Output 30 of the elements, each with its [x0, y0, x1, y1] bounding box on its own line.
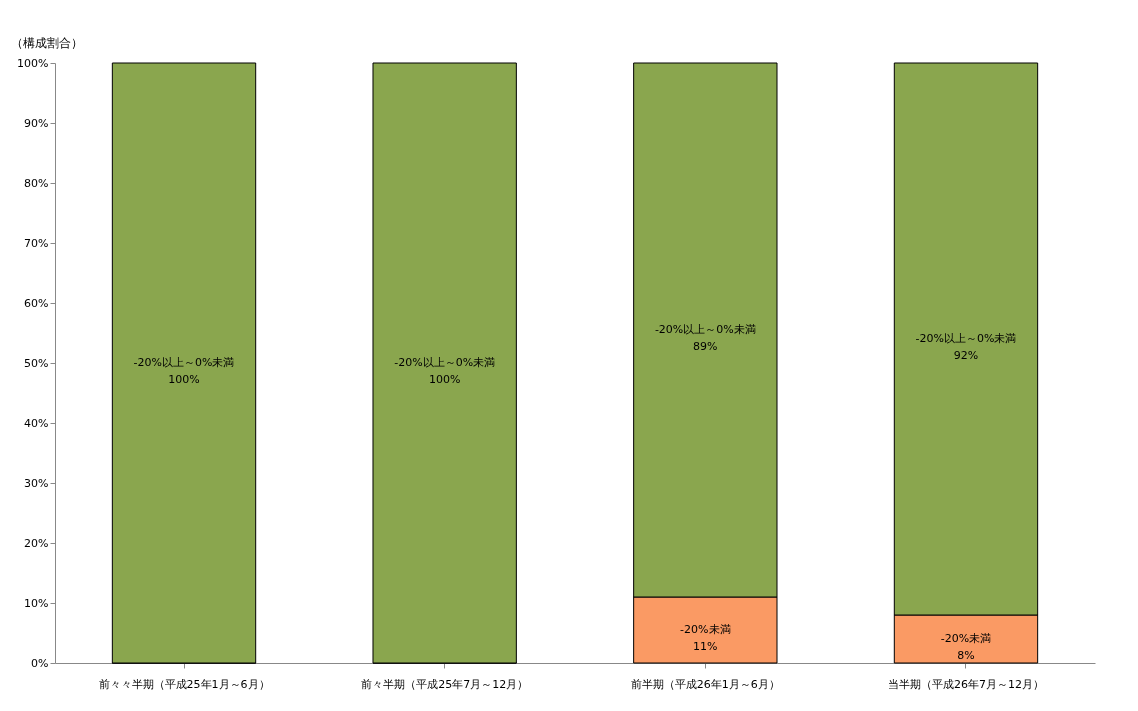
- bar: [372, 62, 517, 664]
- data-label: 11%: [693, 640, 718, 653]
- bar: [111, 62, 257, 664]
- data-label: 92%: [953, 349, 979, 362]
- x-tick-label: 前々々半期（平成25年1月～6月）: [98, 677, 270, 691]
- y-tick-label: 80%: [24, 176, 49, 190]
- text: -20%以上～0%未満: [915, 332, 1017, 345]
- data-label: 89%: [693, 340, 718, 353]
- y-tick-label: 100%: [17, 56, 49, 70]
- data-label: 100%: [428, 373, 461, 386]
- data-label: 100%: [168, 373, 200, 386]
- y-tick-label: 50%: [24, 356, 49, 370]
- y-tick-label: 0%: [31, 656, 49, 670]
- data-label: 8%: [957, 649, 975, 662]
- text: -20%以上～0%未満: [654, 323, 756, 336]
- y-tick-label: 40%: [24, 416, 49, 430]
- text: -20%以上～0%未満: [394, 356, 496, 369]
- series-label: -20%以上～0%未満: [133, 356, 235, 369]
- text: -20%未満: [680, 623, 731, 636]
- y-tick-label: 10%: [24, 596, 49, 610]
- x-tick-label: 当半期（平成26年7月～12月）: [887, 677, 1044, 691]
- y-tick-label: 90%: [24, 116, 49, 130]
- x-tick-label: 前々半期（平成25年7月～12月）: [361, 677, 529, 691]
- y-axis-title: （構成割合）: [10, 35, 83, 50]
- y-tick-label: 30%: [24, 476, 49, 490]
- x-tick-label: 前半期（平成26年1月～6月）: [630, 677, 780, 691]
- y-tick-label: 60%: [24, 296, 49, 310]
- y-tick-label: 70%: [24, 236, 49, 250]
- y-tick-label: 20%: [24, 536, 49, 550]
- series-label: -20%未満: [940, 632, 992, 645]
